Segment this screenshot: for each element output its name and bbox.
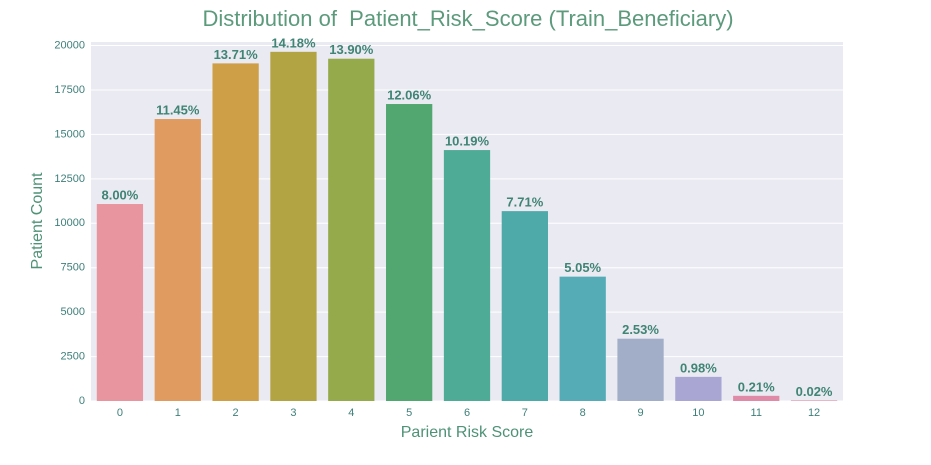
bar xyxy=(386,104,432,401)
bar-annotation: 13.90% xyxy=(329,42,374,57)
bar xyxy=(155,119,201,401)
bar-annotation: 12.06% xyxy=(387,87,432,102)
x-tick-label: 7 xyxy=(522,407,528,419)
x-tick-label: 4 xyxy=(348,407,354,419)
bar-annotation: 0.21% xyxy=(738,379,775,394)
bar xyxy=(97,204,143,401)
bar-annotation: 5.05% xyxy=(564,260,601,275)
x-tick-label: 11 xyxy=(751,407,762,419)
bar-annotation: 10.19% xyxy=(445,134,490,149)
bar-annotation: 11.45% xyxy=(156,102,200,117)
y-tick-label: 0 xyxy=(79,395,85,407)
y-tick-label: 2500 xyxy=(61,350,85,362)
bar xyxy=(502,211,548,401)
x-tick-label: 9 xyxy=(637,407,643,419)
bar-annotation: 0.98% xyxy=(680,360,717,375)
bar xyxy=(560,277,606,401)
x-tick-label: 0 xyxy=(117,407,123,419)
bar-annotation: 7.71% xyxy=(506,195,543,210)
bar-annotation: 13.71% xyxy=(214,47,259,62)
y-tick-label: 15000 xyxy=(54,128,85,140)
bar-annotation: 8.00% xyxy=(101,187,138,202)
x-tick-label: 1 xyxy=(175,407,181,419)
y-tick-label: 7500 xyxy=(61,262,85,274)
x-tick-label: 12 xyxy=(808,407,820,419)
x-tick-label: 10 xyxy=(692,407,704,419)
y-tick-label: 17500 xyxy=(54,84,85,96)
bar-annotation: 14.18% xyxy=(271,35,316,50)
y-axis-label: Patient Count xyxy=(29,172,46,270)
bar xyxy=(270,52,316,401)
x-tick-label: 2 xyxy=(233,407,239,419)
bar xyxy=(617,339,663,401)
y-tick-label: 20000 xyxy=(54,39,85,51)
x-tick-label: 3 xyxy=(290,407,296,419)
bar-annotation: 2.53% xyxy=(622,322,659,337)
y-tick-label: 10000 xyxy=(54,217,85,229)
y-tick-label: 5000 xyxy=(61,306,85,318)
x-tick-label: 6 xyxy=(464,407,470,419)
x-axis-label: Parient Risk Score xyxy=(401,424,534,441)
bar xyxy=(675,377,721,401)
bar xyxy=(328,59,374,401)
y-tick-label: 12500 xyxy=(54,173,85,185)
bar xyxy=(733,396,779,401)
bar xyxy=(212,63,258,401)
x-tick-label: 8 xyxy=(580,407,586,419)
bar-annotation: 0.02% xyxy=(796,384,833,399)
bar xyxy=(444,150,490,401)
x-tick-label: 5 xyxy=(406,407,412,419)
chart-title: Distribution of Patient_Risk_Score (Trai… xyxy=(202,6,733,31)
